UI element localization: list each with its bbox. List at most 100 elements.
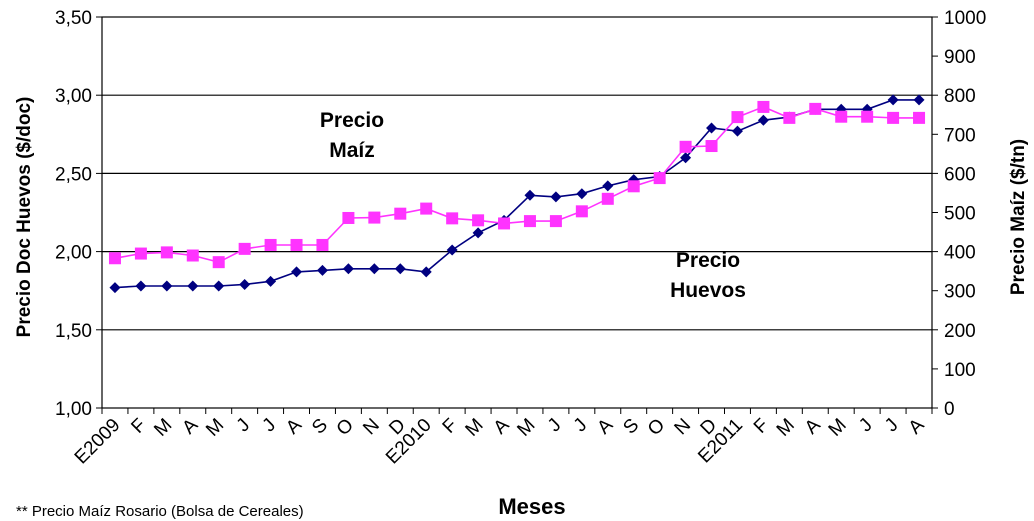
data-point <box>472 214 484 226</box>
data-point <box>239 279 250 290</box>
x-tick-label: M <box>773 415 799 441</box>
left-axis-ticks: 1,00 1,50 2,00 2,50 3,00 3,50 <box>55 8 102 420</box>
plot-border <box>102 17 932 408</box>
x-tick-label: A <box>905 414 929 438</box>
x-tick-label: A <box>801 414 825 438</box>
data-point <box>835 111 847 123</box>
left-tick-label: 3,00 <box>55 86 92 107</box>
data-point <box>109 252 121 264</box>
right-tick-label: 500 <box>944 204 976 225</box>
gridlines <box>102 95 932 330</box>
data-point <box>446 212 458 224</box>
right-tick-label: 0 <box>944 399 955 420</box>
data-point <box>291 239 303 251</box>
data-point <box>524 215 536 227</box>
data-point <box>368 212 380 224</box>
data-point <box>706 140 718 152</box>
series-maiz <box>109 101 925 268</box>
data-point <box>316 239 328 251</box>
left-tick-label: 3,50 <box>55 8 92 29</box>
x-tick-label: M <box>513 415 539 441</box>
x-tick-label: A <box>490 414 514 438</box>
right-tick-label: 800 <box>944 86 976 107</box>
data-point <box>239 243 251 255</box>
data-point <box>809 103 821 115</box>
y-axis-left-label: Precio Doc Huevos ($/doc) <box>14 97 35 338</box>
data-point <box>187 250 199 262</box>
x-tick-label: J <box>233 415 255 437</box>
x-tick-label: A <box>282 414 306 438</box>
data-point <box>680 141 692 153</box>
data-point <box>732 126 743 137</box>
data-point <box>550 191 561 202</box>
data-point <box>291 266 302 277</box>
data-point <box>602 180 613 191</box>
x-tick-label: N <box>359 415 384 440</box>
x-tick-label: F <box>127 415 150 438</box>
right-tick-label: 600 <box>944 164 976 185</box>
data-point <box>213 256 225 268</box>
data-point <box>420 203 432 215</box>
data-point <box>913 112 925 124</box>
x-axis-label: Meses <box>498 494 565 519</box>
x-tick-label: O <box>644 415 669 440</box>
annotation-maiz-line2: Maíz <box>329 139 375 162</box>
series-huevos <box>109 94 924 293</box>
data-point <box>213 281 224 292</box>
data-point <box>187 281 198 292</box>
data-point <box>498 217 510 229</box>
data-point <box>576 205 588 217</box>
x-tick-label: J <box>855 415 877 437</box>
source-note: ** Precio Maíz Rosario (Bolsa de Cereale… <box>16 503 304 520</box>
data-point <box>342 212 354 224</box>
x-tick-label: J <box>544 415 566 437</box>
x-tick-label: M <box>202 415 228 441</box>
x-tick-label: A <box>178 414 202 438</box>
right-axis-ticks: 0 100 200 300 400 500 600 700 800 900 1000 <box>932 8 986 420</box>
right-tick-label: 300 <box>944 282 976 303</box>
right-tick-label: 100 <box>944 360 976 381</box>
data-point <box>343 263 354 274</box>
x-tick-label: N <box>671 415 696 440</box>
data-point <box>887 112 899 124</box>
data-point <box>395 263 406 274</box>
data-point <box>161 281 172 292</box>
data-point <box>628 180 640 192</box>
series-line <box>115 100 919 288</box>
data-point <box>473 227 484 238</box>
data-point <box>394 208 406 220</box>
data-point <box>758 115 769 126</box>
x-tick-label: J <box>570 415 592 437</box>
right-tick-label: 400 <box>944 243 976 264</box>
right-tick-label: 900 <box>944 47 976 68</box>
x-tick-label: M <box>825 415 851 441</box>
left-tick-label: 2,50 <box>55 164 92 185</box>
plot-area <box>102 17 932 408</box>
data-point <box>135 248 147 260</box>
data-point <box>369 263 380 274</box>
data-point <box>550 215 562 227</box>
x-tick-label: F <box>439 415 462 438</box>
data-point <box>317 265 328 276</box>
y-axis-right-label: Precio Maíz ($/tn) <box>1008 139 1029 295</box>
left-tick-label: 2,00 <box>55 243 92 264</box>
data-point <box>161 246 173 258</box>
data-point <box>861 111 873 123</box>
annotation-huevos-line2: Huevos <box>670 279 746 302</box>
x-tick-label: S <box>619 415 643 439</box>
series-line <box>115 107 919 262</box>
x-tick-label: J <box>259 415 281 437</box>
left-tick-label: 1,00 <box>55 399 92 420</box>
annotation-huevos-line1: Precio <box>676 249 740 272</box>
data-point <box>888 94 899 105</box>
data-point <box>783 112 795 124</box>
x-tick-label: A <box>593 414 617 438</box>
data-point <box>654 172 666 184</box>
x-tick-label: S <box>308 415 332 439</box>
x-tick-label: M <box>150 415 176 441</box>
x-tick-label: M <box>462 415 488 441</box>
right-tick-label: 200 <box>944 321 976 342</box>
series-layer <box>109 94 925 293</box>
